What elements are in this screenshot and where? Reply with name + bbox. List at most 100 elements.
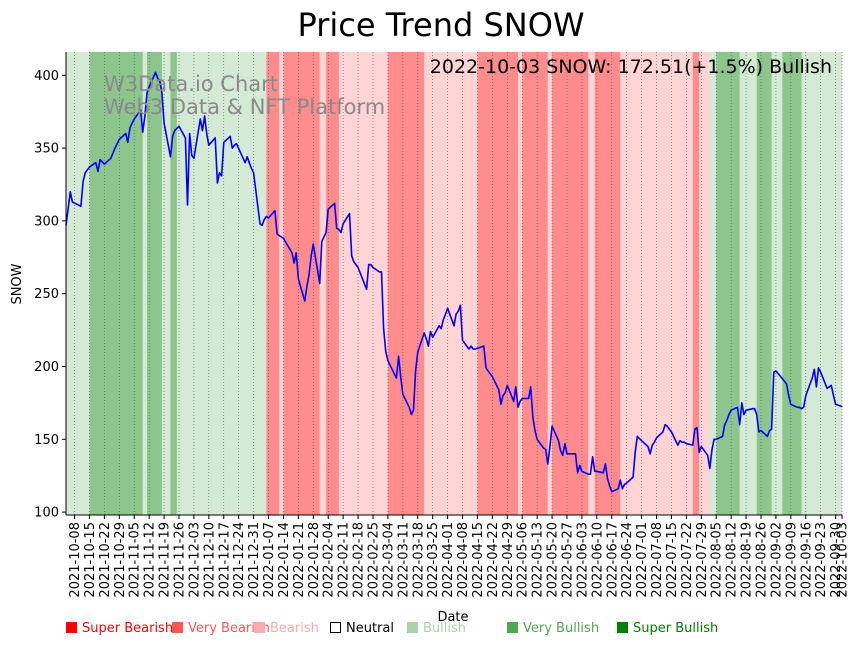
data-point	[534, 430, 536, 432]
band-very-bearish	[522, 52, 548, 515]
data-point	[82, 181, 84, 183]
data-point	[163, 122, 165, 124]
watermark-line-1: W3Data.io Chart	[104, 72, 278, 96]
data-point	[709, 467, 711, 469]
data-point	[724, 424, 726, 426]
band-bullish	[771, 52, 783, 515]
data-point	[95, 162, 97, 164]
data-point	[489, 373, 491, 375]
data-point	[609, 485, 611, 487]
data-point	[415, 370, 417, 372]
band-bullish	[176, 52, 267, 515]
band-very-bearish	[692, 52, 700, 515]
data-point	[231, 147, 233, 149]
data-point	[353, 261, 355, 263]
band-very-bullish	[756, 52, 772, 515]
x-tick-label: 2022-03-11	[396, 522, 411, 598]
legend-label: Bullish	[423, 621, 467, 636]
data-point	[204, 115, 206, 117]
data-point	[715, 438, 717, 440]
data-point	[189, 132, 191, 135]
data-point	[366, 288, 368, 290]
data-point	[383, 328, 385, 330]
data-point	[278, 234, 280, 237]
x-tick-label: 2022-03-04	[381, 522, 396, 598]
x-tick-label: 2021-12-03	[187, 522, 202, 598]
x-tick-label: 2022-09-09	[784, 522, 799, 598]
data-point	[400, 376, 402, 378]
data-point	[327, 208, 329, 210]
band-very-bearish	[387, 52, 425, 515]
data-point	[208, 144, 210, 146]
x-tick-label: 2021-11-19	[158, 522, 173, 598]
data-point	[760, 430, 762, 432]
data-point	[655, 437, 658, 439]
data-point	[338, 229, 340, 231]
data-point	[468, 348, 470, 350]
x-tick-label: 2021-12-17	[217, 522, 232, 598]
legend-label: Very Bullish	[523, 621, 600, 636]
legend-label: Neutral	[346, 621, 394, 636]
data-point	[713, 438, 715, 440]
x-tick-label: 2021-11-05	[128, 522, 143, 598]
data-point	[604, 463, 607, 465]
data-point	[530, 386, 532, 388]
data-point	[560, 450, 562, 452]
x-axis-label: Date	[437, 610, 468, 625]
x-tick-label: 2022-04-22	[486, 522, 501, 598]
data-point	[351, 255, 353, 257]
band-bullish	[739, 52, 757, 515]
data-point	[754, 408, 756, 410]
data-point	[504, 392, 506, 394]
data-point	[88, 166, 91, 168]
data-point	[97, 170, 99, 172]
x-tick-label: 2022-01-07	[262, 522, 277, 598]
x-tick-label: 2021-10-22	[98, 522, 113, 598]
y-tick-label: 300	[34, 214, 59, 229]
data-point	[310, 255, 312, 257]
data-point	[216, 182, 218, 184]
data-point	[118, 138, 120, 140]
data-point	[775, 370, 777, 372]
band-bullish	[142, 52, 148, 515]
data-point	[498, 389, 500, 391]
chart-title: Price Trend SNOW	[297, 6, 584, 44]
y-tick-label: 150	[34, 433, 59, 448]
x-tick-label: 2022-07-22	[680, 522, 695, 598]
y-tick-label: 100	[34, 506, 59, 521]
vertical-gridlines	[74, 52, 843, 515]
data-point	[470, 345, 472, 347]
x-tick-label: 2022-03-18	[411, 522, 426, 598]
band-bearish	[424, 52, 478, 515]
data-point	[159, 80, 161, 82]
band-bearish	[699, 52, 710, 515]
data-point	[357, 266, 359, 269]
x-tick-label: 2022-04-15	[471, 522, 486, 598]
data-point	[771, 428, 773, 430]
data-point	[483, 345, 485, 347]
x-tick-label: 2022-07-01	[635, 522, 650, 598]
data-point	[172, 135, 174, 137]
data-point	[592, 456, 594, 458]
y-tick-label: 350	[34, 142, 59, 157]
data-point	[348, 213, 351, 215]
data-point	[681, 441, 683, 443]
data-point	[291, 252, 293, 254]
data-point	[263, 218, 265, 220]
x-tick-label: 2022-02-11	[337, 522, 352, 598]
x-tick-label: 2022-10-03	[836, 522, 851, 598]
data-point	[485, 367, 487, 369]
data-point	[611, 491, 613, 493]
data-point	[342, 223, 344, 225]
band-very-bullish	[716, 52, 740, 515]
data-point	[692, 444, 694, 446]
data-point	[751, 408, 754, 410]
x-tick-label: 2022-04-29	[501, 522, 516, 598]
data-point	[201, 130, 203, 132]
data-point	[440, 328, 442, 330]
legend-item-super-bullish: Super Bullish	[617, 621, 718, 636]
data-point	[532, 416, 534, 418]
data-point	[442, 319, 444, 321]
data-point	[206, 132, 208, 135]
data-point	[308, 274, 310, 276]
